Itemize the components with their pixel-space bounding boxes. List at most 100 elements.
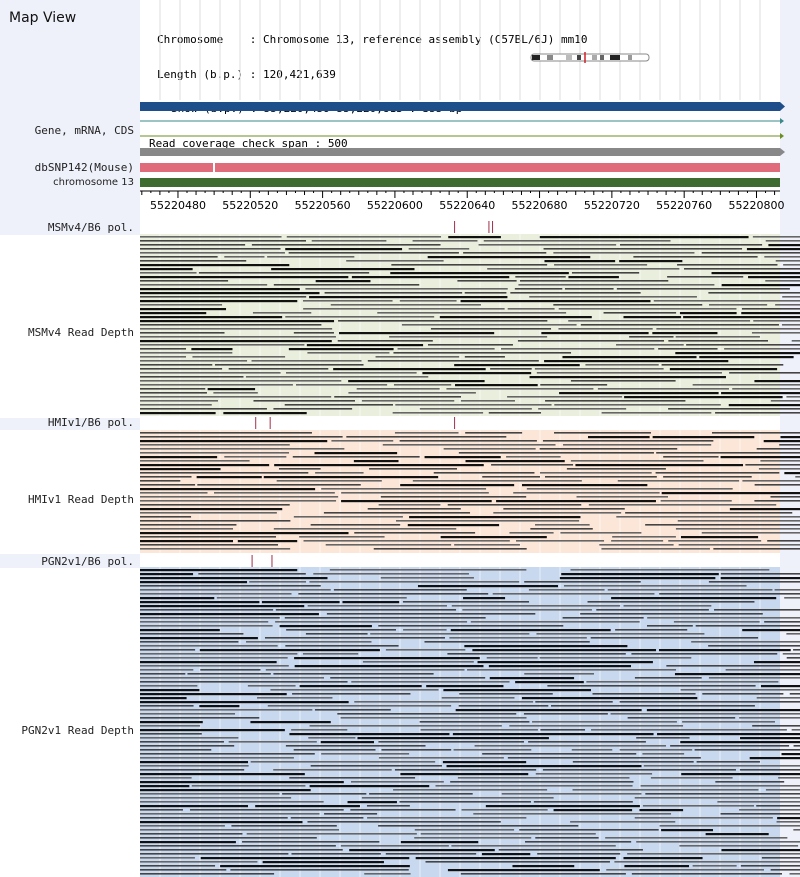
hmi-read <box>140 464 270 467</box>
axis-tick-label: 55220560 <box>295 199 351 212</box>
pgn-read <box>562 617 644 619</box>
hmi-read <box>770 496 800 498</box>
msm-read <box>732 388 800 390</box>
pgn-read <box>528 589 605 591</box>
pgn-read <box>786 657 800 659</box>
axis-tick-label: 55220600 <box>367 199 423 212</box>
msm-read <box>544 260 616 263</box>
pgn-read <box>140 641 239 643</box>
pgn-read <box>631 653 778 655</box>
msm-read <box>348 392 476 394</box>
msm-read <box>140 408 267 410</box>
msm-read <box>422 372 532 375</box>
pgn-read <box>369 793 473 795</box>
pgn-read <box>640 785 800 787</box>
msm-read <box>140 364 213 366</box>
pgn-read <box>140 793 280 795</box>
pgn-read <box>642 805 754 807</box>
axis-tick-label: 55220640 <box>439 199 495 212</box>
pgn-read <box>460 873 626 875</box>
pgn-read <box>140 857 195 859</box>
pgn-read <box>378 825 579 827</box>
pgn-read <box>140 765 249 767</box>
pgn-read <box>378 757 504 759</box>
pgn-read <box>400 841 479 844</box>
pgn-read <box>140 849 343 851</box>
msm-read <box>140 336 336 338</box>
pgn-read <box>140 697 187 700</box>
pgn-read <box>639 809 684 812</box>
hmi-read <box>625 512 793 514</box>
msm-read <box>306 344 424 347</box>
hmi-read <box>680 536 759 539</box>
msm-read <box>296 384 388 386</box>
hmi-read <box>140 532 349 535</box>
msm-read <box>251 244 441 246</box>
pgn-read <box>329 569 527 571</box>
pgn-read <box>140 725 201 727</box>
msm-read <box>140 248 281 250</box>
pgn-read <box>414 829 515 831</box>
hmi-read <box>140 440 328 443</box>
gene-arrow <box>780 102 785 111</box>
msm-read <box>721 392 800 395</box>
hmi-read <box>140 536 277 538</box>
pgn-read <box>285 645 399 647</box>
msm-read <box>351 276 510 279</box>
pgn-read <box>521 697 698 700</box>
pgn-read <box>752 725 800 727</box>
hmi-read <box>409 516 581 519</box>
msm-read <box>375 356 460 358</box>
ideogram-band <box>592 55 597 60</box>
hmi-read <box>293 516 403 518</box>
hmi-read <box>779 444 800 446</box>
pgn-read <box>255 805 360 808</box>
dbsnp-gap <box>213 163 215 172</box>
pgn-read <box>140 589 331 591</box>
msm-read <box>339 332 495 335</box>
pgn-read <box>378 741 524 743</box>
pgn-read <box>443 689 591 692</box>
gene-grey-bar <box>140 148 780 156</box>
pgn-read <box>140 685 198 687</box>
msm-read <box>517 340 665 342</box>
pgn-read <box>314 709 391 711</box>
pgn-read <box>366 805 410 807</box>
pgn-read <box>571 749 613 751</box>
pgn-read <box>361 797 554 799</box>
msm-read <box>252 312 312 314</box>
hmi-read <box>656 452 800 454</box>
pgn-read <box>739 769 800 771</box>
pgn-read <box>140 717 260 719</box>
msm-read <box>653 300 800 302</box>
msm-read <box>140 328 333 330</box>
pgn-pol-label: PGN2v1/B6 pol. <box>41 555 134 568</box>
msm-read <box>558 308 737 310</box>
pgn-read <box>624 865 690 868</box>
msm-read <box>554 264 648 266</box>
pgn-read <box>262 861 384 864</box>
msm-read <box>679 312 737 315</box>
pgn-read <box>140 757 294 759</box>
pgn-read <box>435 785 633 787</box>
msm-read <box>752 236 800 238</box>
coverage-label: Read coverage check span : <box>149 136 328 150</box>
msm-read <box>487 268 680 270</box>
pgn-read <box>553 809 633 812</box>
pgn-read <box>305 633 368 635</box>
hmi-read <box>140 492 208 494</box>
pgn-read <box>696 761 760 763</box>
pgn-read <box>477 661 653 664</box>
msm-read <box>507 308 555 310</box>
hmi-read <box>645 524 800 526</box>
pgn-read <box>291 853 381 855</box>
msm-read <box>558 328 653 330</box>
hmi-read <box>542 440 714 442</box>
msm-read <box>338 320 548 322</box>
pgn-read <box>200 669 261 671</box>
hmi-depth-label: HMIv1 Read Depth <box>28 493 134 506</box>
pgn-read <box>563 585 747 587</box>
msm-read <box>675 352 800 355</box>
hmi-read <box>140 540 234 543</box>
